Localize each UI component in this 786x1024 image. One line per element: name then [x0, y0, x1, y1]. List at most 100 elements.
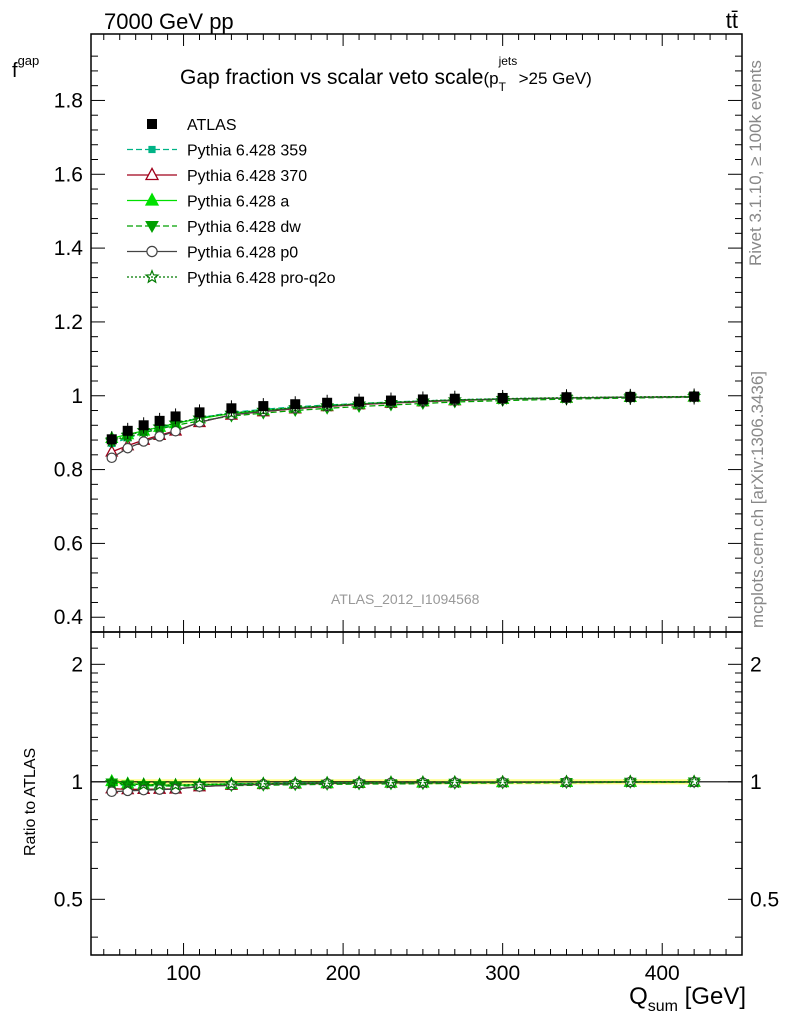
- legend-entry-a: Pythia 6.428 a: [127, 192, 289, 211]
- legend-label-a: Pythia 6.428 a: [187, 194, 289, 211]
- x-axis-label-main: Q: [629, 983, 648, 1010]
- main-y-tick-label: 1: [71, 385, 83, 408]
- ratio-point-pro_q2o: [447, 774, 462, 789]
- main-y-tick-label: 1.4: [54, 237, 84, 260]
- main-y-tick-label: 1.2: [54, 311, 83, 334]
- legend-entry-p0: Pythia 6.428 p0: [127, 245, 298, 262]
- main-markers-atlas: [106, 388, 700, 448]
- main-point-p0: [154, 431, 165, 442]
- legend-label-p0: Pythia 6.428 p0: [187, 245, 298, 262]
- ratio-point-pro_q2o: [320, 775, 335, 790]
- ratio-point-p0: [106, 786, 118, 798]
- x-tick-label: 200: [326, 962, 361, 985]
- y-axis-label-ratio: Ratio to ATLAS: [22, 747, 39, 856]
- ratio-y-tick-label-right: 1: [750, 771, 762, 794]
- legend-marker-dw: [145, 221, 159, 234]
- x-axis-label-unit: [GeV]: [677, 983, 746, 1010]
- main-plot-panel: 0.4 0.6 0.8 1 1.2 1.4 1.6 1.8: [54, 33, 743, 633]
- ratio-point-pro_q2o: [495, 774, 510, 789]
- main-point-atlas: [497, 392, 508, 403]
- main-point-atlas: [170, 411, 181, 422]
- ratio-frame: [90, 631, 743, 956]
- main-point-atlas: [226, 403, 237, 414]
- legend-entry-atlas: ATLAS: [147, 117, 237, 134]
- main-point-atlas: [561, 392, 572, 403]
- y-axis-label-sub: gap: [17, 53, 40, 68]
- x-axis-label: Qsum [GeV]: [629, 983, 746, 1015]
- ratio-y-tick-label-right: 0.5: [750, 888, 779, 911]
- ratio-plot-panel: 0.5 0.5 1 1 2 2 100 200 300 400: [54, 631, 779, 985]
- ratio-point-pro_q2o: [288, 775, 303, 790]
- main-point-atlas: [154, 415, 165, 426]
- title-cut-p: (p: [483, 69, 499, 88]
- main-point-atlas: [689, 391, 700, 402]
- main-point-atlas: [625, 391, 636, 402]
- legend: ATLAS Pythia 6.428 359 Pythia 6.428 370 Pyt…: [127, 117, 336, 287]
- legend-marker-359: [148, 145, 156, 154]
- ratio-y-tick-label-right: 2: [750, 653, 762, 676]
- ratio-point-pro_q2o: [104, 775, 119, 789]
- legend-label-atlas: ATLAS: [187, 117, 237, 134]
- ratio-markers-pro_q2o: [104, 774, 702, 792]
- ratio-point-pro_q2o: [559, 774, 574, 789]
- ratio-point-pro_q2o: [687, 774, 702, 788]
- main-point-p0: [138, 436, 149, 447]
- ratio-point-pro_q2o: [415, 775, 430, 789]
- legend-marker-p0: [146, 245, 158, 258]
- legend-entry-pro_q2o: Pythia 6.428 pro-q2o: [127, 269, 336, 287]
- main-point-atlas: [258, 401, 269, 412]
- title-cut-sup: jets: [498, 54, 518, 68]
- main-point-atlas: [417, 394, 428, 405]
- title-cut-tail: >25 GeV): [518, 69, 592, 88]
- legend-marker-a: [144, 192, 160, 206]
- x-tick-label: 300: [485, 962, 520, 985]
- legend-label-pro_q2o: Pythia 6.428 pro-q2o: [187, 270, 336, 287]
- y-axis-label-top: fgap: [12, 53, 39, 83]
- ratio-point-pro_q2o: [168, 777, 183, 792]
- ratio-y-tick-label: 0.5: [54, 888, 83, 911]
- legend-label-370: Pythia 6.428 370: [187, 168, 307, 185]
- main-point-atlas: [106, 434, 117, 445]
- x-tick-label: 400: [645, 962, 680, 985]
- legend-entry-dw: Pythia 6.428 dw: [127, 219, 301, 236]
- main-y-tick-label: 0.4: [54, 606, 84, 629]
- rivet-version-label: Rivet 3.1.10, ≥ 100k events: [746, 60, 765, 266]
- ratio-y-tick-label: 1: [71, 771, 83, 794]
- main-point-atlas: [290, 399, 301, 410]
- main-point-p0: [106, 452, 118, 464]
- process-label: tt̄: [725, 8, 738, 33]
- main-y-tick-label: 0.8: [54, 459, 83, 482]
- main-y-tick-label: 1.8: [54, 89, 83, 112]
- ratio-point-pro_q2o: [120, 776, 135, 791]
- main-y-tick-label: 1.6: [54, 163, 83, 186]
- x-tick-label: 100: [166, 962, 201, 985]
- plot-title-text: Gap fraction vs scalar veto scale: [180, 66, 484, 89]
- legend-label-359: Pythia 6.428 359: [187, 143, 307, 160]
- ratio-point-pro_q2o: [152, 777, 167, 791]
- main-point-atlas: [194, 407, 205, 418]
- ratio-y-tick-label: 2: [71, 653, 83, 676]
- main-line-pro_q2o: [111, 395, 695, 442]
- ratio-point-pro_q2o: [224, 776, 239, 791]
- main-point-atlas: [122, 425, 133, 436]
- ratio-point-pro_q2o: [383, 775, 399, 789]
- ratio-point-pro_q2o: [256, 776, 271, 790]
- main-point-p0: [170, 425, 181, 437]
- main-point-atlas: [138, 420, 149, 431]
- ratio-point-pro_q2o: [352, 775, 367, 789]
- analysis-watermark: ATLAS_2012_I1094568: [331, 591, 480, 607]
- legend-marker-370: [144, 167, 160, 181]
- legend-marker-atlas: [147, 119, 157, 129]
- legend-entry-359: Pythia 6.428 359: [127, 143, 307, 160]
- main-point-atlas: [449, 393, 460, 404]
- ratio-point-pro_q2o: [623, 774, 638, 788]
- beam-energy-label: 7000 GeV pp: [104, 9, 234, 34]
- main-point-atlas: [322, 397, 333, 408]
- legend-marker-pro_q2o: [144, 269, 160, 284]
- plot-title: Gap fraction vs scalar veto scale(p jets T…: [180, 54, 592, 94]
- main-point-atlas: [385, 395, 396, 406]
- legend-label-dw: Pythia 6.428 dw: [187, 219, 301, 236]
- mcplots-reference-label: mcplots.cern.ch [arXiv:1306.3436]: [748, 370, 767, 628]
- main-point-p0: [122, 442, 133, 454]
